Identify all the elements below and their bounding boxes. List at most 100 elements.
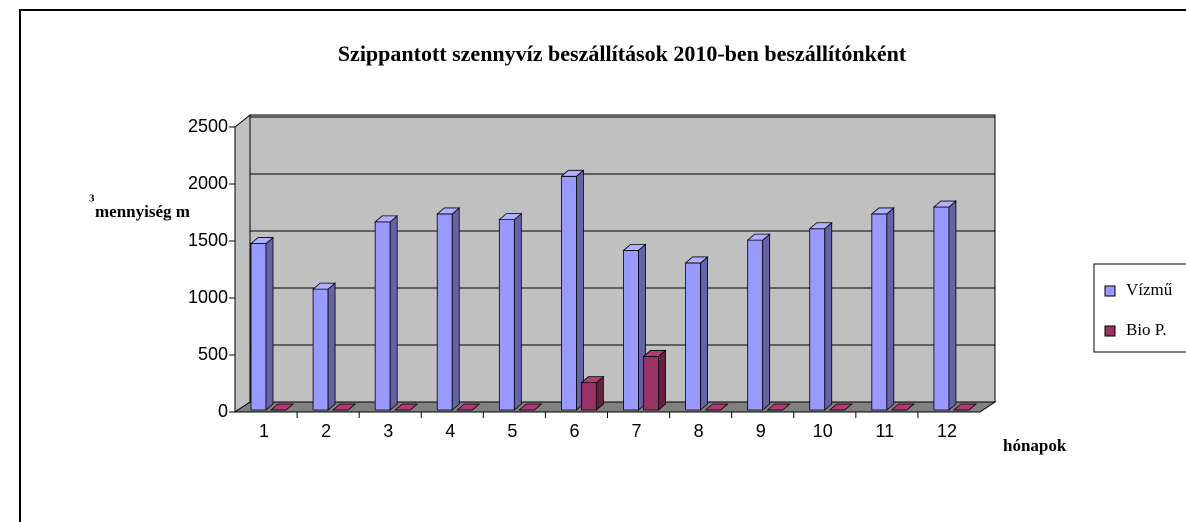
bar-face [623, 249, 639, 411]
bar-face [436, 213, 453, 411]
bar [766, 403, 791, 411]
bar-face [374, 215, 399, 223]
bar-face [658, 349, 666, 411]
y-tick-label: 1000 [188, 287, 228, 307]
bar-face [809, 228, 826, 411]
y-tick-label: 500 [198, 344, 228, 364]
x-tick-label: 6 [569, 421, 579, 441]
legend-swatch [1104, 325, 1116, 337]
bar [498, 212, 523, 411]
bar [436, 207, 461, 411]
bar-face [700, 256, 708, 411]
legend-label: Vízmű [1126, 280, 1173, 299]
bar-face [704, 403, 729, 411]
legend-label: Bio P. [1126, 320, 1167, 339]
bar [704, 403, 729, 411]
bar-face [249, 237, 275, 244]
legend-swatch [1104, 285, 1116, 297]
bar [622, 243, 647, 411]
legend [1093, 263, 1186, 353]
bar-face [561, 175, 577, 411]
bar-face [886, 207, 895, 411]
bar-face [312, 288, 329, 411]
bar-face [685, 262, 701, 411]
bar-face [498, 219, 515, 411]
bar-face [871, 213, 888, 411]
bar-face [332, 403, 357, 411]
y-tick-label: 1500 [188, 230, 228, 250]
bar [952, 403, 977, 411]
x-tick-label: 8 [694, 421, 704, 441]
bar [580, 375, 605, 411]
y-tick-label: 0 [218, 401, 228, 421]
bar-face [436, 207, 461, 215]
bar [890, 403, 915, 411]
x-tick-label: 10 [813, 421, 833, 441]
bar-face [327, 282, 336, 411]
bar-face [948, 200, 957, 411]
bar-face [265, 236, 274, 411]
x-tick-label: 3 [383, 421, 393, 441]
bar [312, 282, 337, 411]
x-tick-label: 4 [445, 421, 455, 441]
bar-face [456, 403, 481, 411]
bar [828, 403, 853, 411]
bar-face [766, 403, 791, 411]
x-label: hónapok [1003, 436, 1067, 455]
bar-face [269, 403, 295, 411]
bar-face [808, 222, 833, 230]
bar-face [498, 213, 523, 221]
bar [808, 221, 833, 411]
bar-face [394, 403, 419, 411]
bar-face [451, 207, 460, 411]
bar [932, 200, 957, 411]
bar-face [374, 221, 391, 411]
bar-face [824, 221, 833, 411]
bar-face [762, 233, 771, 411]
bar-face [870, 207, 895, 215]
y-tick-label: 2000 [188, 173, 228, 193]
bar-face [576, 169, 584, 411]
x-tick-label: 2 [321, 421, 331, 441]
bar-face [250, 243, 267, 411]
x-tick-label: 12 [937, 421, 957, 441]
bar-face [312, 282, 337, 290]
x-tick-label: 1 [259, 421, 269, 441]
bar-face [933, 206, 950, 411]
bar [332, 403, 357, 411]
side-wall [234, 113, 251, 413]
bar [249, 236, 275, 411]
bar [560, 169, 585, 411]
bar-face [581, 382, 597, 411]
bar [746, 233, 771, 411]
bar-face [747, 239, 764, 411]
bar-face [932, 200, 957, 208]
bar [269, 403, 295, 411]
chart-title: Szippantott szennyvíz beszállítások 2010… [338, 41, 907, 66]
x-tick-label: 9 [756, 421, 766, 441]
x-tick-label: 11 [876, 421, 895, 441]
bar-face [642, 350, 667, 357]
bar-face [518, 403, 543, 411]
bar-face [952, 403, 977, 411]
y-label: mennyiség m [95, 202, 190, 221]
x-tick-label: 7 [632, 421, 642, 441]
bar [642, 349, 667, 411]
x-tick-label: 5 [507, 421, 517, 441]
y-tick-label: 2500 [188, 116, 228, 136]
bar [394, 403, 419, 411]
bar-face [580, 376, 605, 384]
bar [870, 207, 895, 411]
bar-face [828, 403, 853, 411]
bar-face [684, 256, 709, 264]
bar-face [622, 243, 647, 251]
bar [518, 403, 543, 411]
bar-face [890, 403, 915, 411]
bar-face [643, 356, 659, 411]
bar [456, 403, 481, 411]
bar-face [746, 233, 771, 241]
bar-face [513, 212, 522, 411]
bar [374, 215, 399, 411]
bar [684, 256, 709, 411]
